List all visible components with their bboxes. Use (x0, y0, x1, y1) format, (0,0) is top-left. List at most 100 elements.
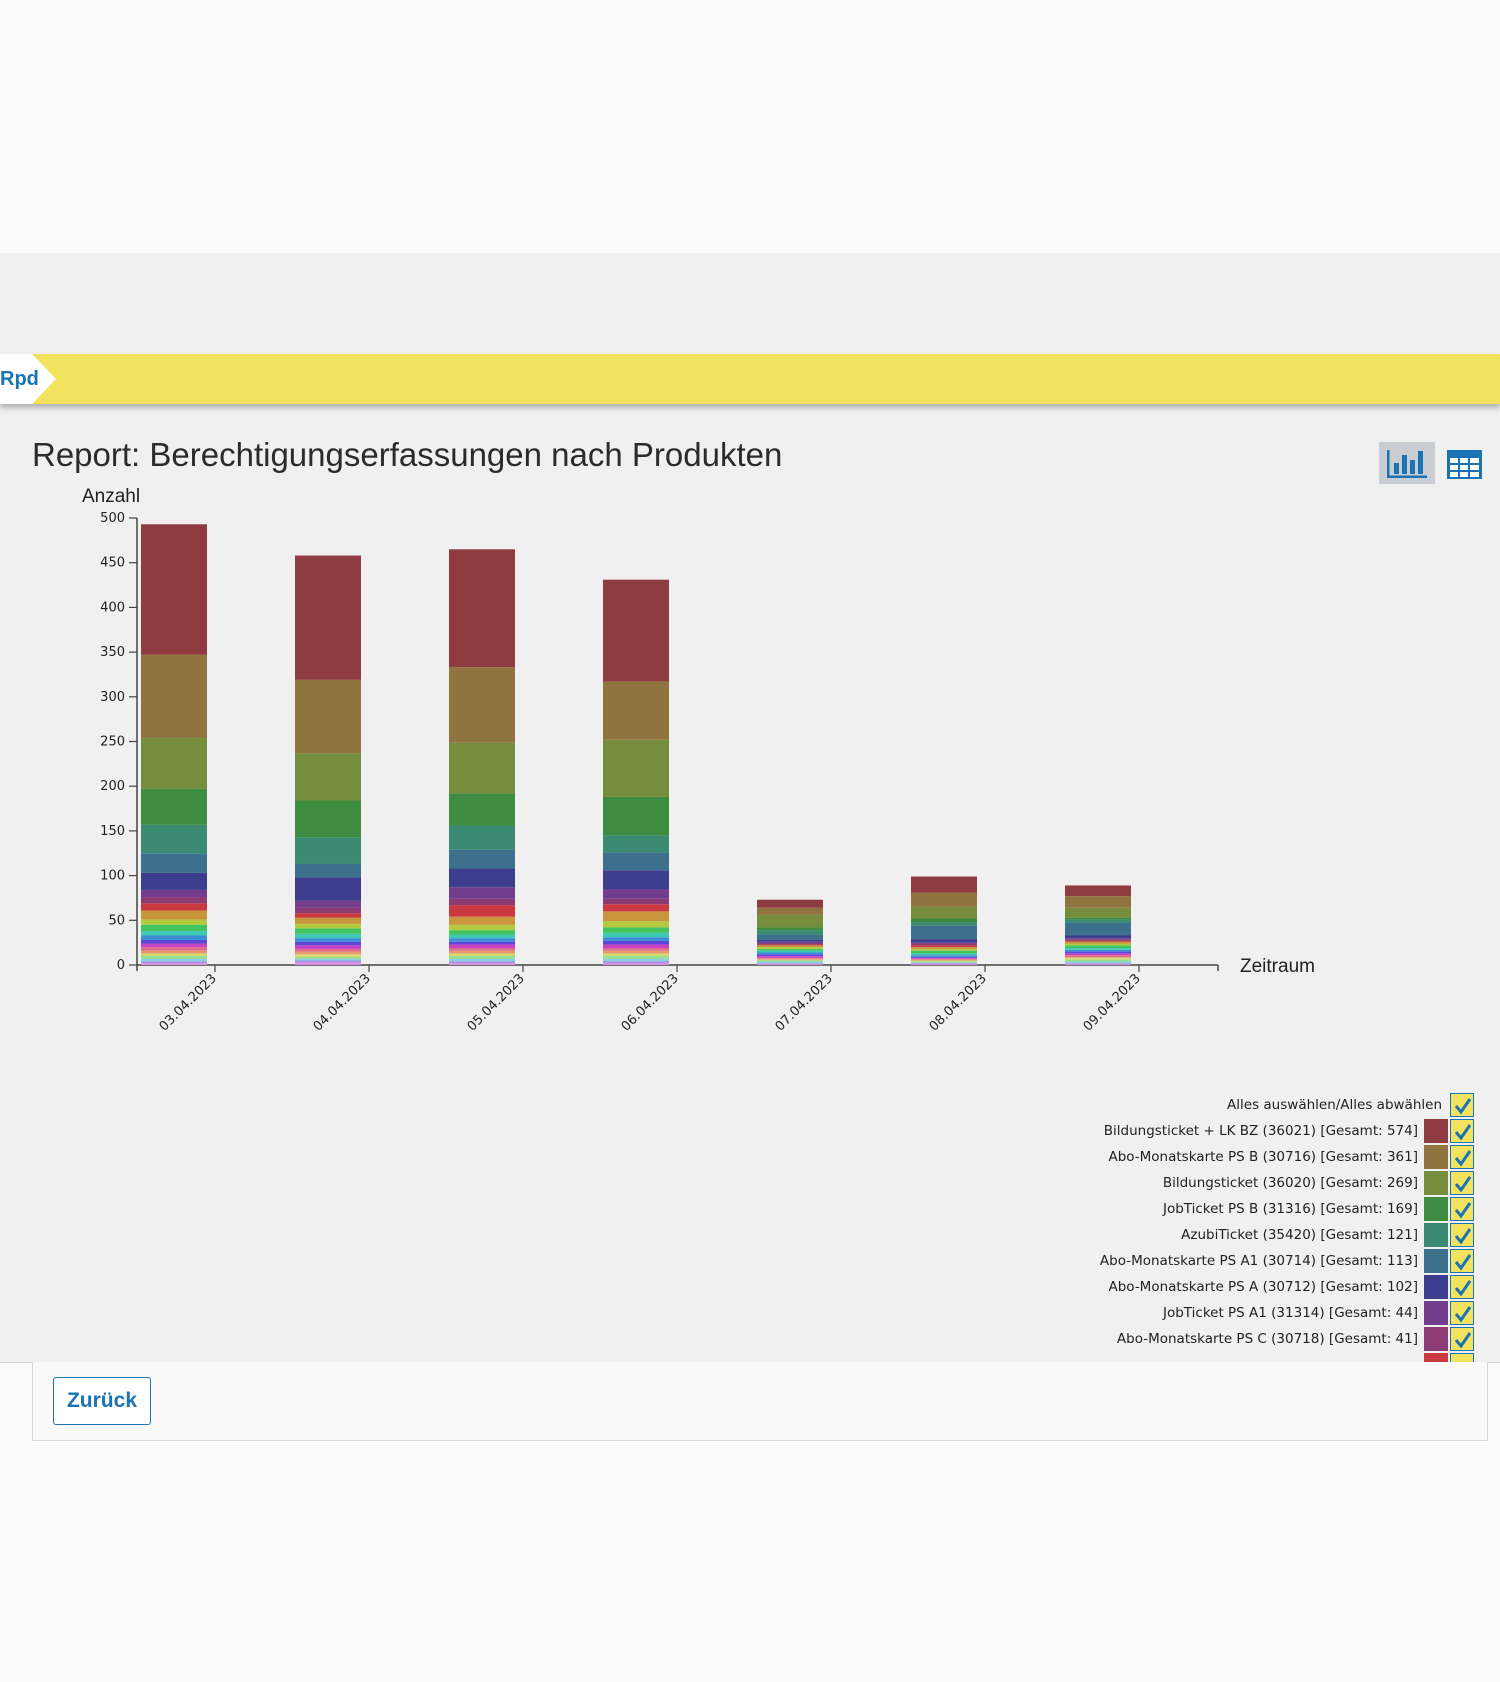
legend-item[interactable]: Abo-Monatskarte PS C (30718) [Gesamt: 41… (1117, 1327, 1474, 1351)
bar-segment (449, 941, 515, 945)
bar-segment (295, 900, 361, 908)
table-icon (1447, 450, 1482, 479)
legend-item[interactable]: Bildungsticket (36020) [Gesamt: 269] (1163, 1171, 1474, 1195)
bar-segment (295, 753, 361, 801)
bar-segment (295, 958, 361, 961)
y-tick-label: 250 (100, 735, 125, 750)
bar-segment (911, 918, 977, 923)
legend-item-checkbox[interactable] (1450, 1327, 1474, 1351)
legend-select-all[interactable]: Alles auswählen/Alles abwählen (1227, 1093, 1474, 1117)
chart-view-button[interactable] (1379, 442, 1435, 484)
bar-segment (603, 944, 669, 949)
breadcrumb-bar: Rpd (0, 354, 1500, 404)
bar-segment (1065, 935, 1131, 939)
bar-segment (141, 958, 207, 962)
report-panel (0, 253, 1500, 1363)
x-axis-label: Zeitraum (1240, 956, 1315, 977)
bar-segment (911, 892, 977, 907)
legend-item-label: JobTicket PS A1 (31314) [Gesamt: 44] (1163, 1305, 1418, 1321)
legend-item-checkbox[interactable] (1450, 1223, 1474, 1247)
x-tick-label: 05.04.2023 (465, 971, 528, 1034)
bar-segment (757, 934, 823, 940)
bar-segment (141, 903, 207, 911)
bar-segment (757, 960, 823, 962)
bar-segment (1065, 945, 1131, 949)
back-button[interactable]: Zurück (53, 1377, 151, 1425)
y-tick-label: 0 (117, 958, 125, 973)
bar-segment (295, 941, 361, 946)
bar-segment (603, 852, 669, 871)
bar-segment (911, 955, 977, 957)
y-tick-label: 450 (100, 556, 125, 571)
checkmark-icon (1454, 1202, 1472, 1219)
y-tick-label: 400 (100, 600, 125, 615)
bar-segment (911, 945, 977, 948)
bar-segment (1065, 955, 1131, 957)
bar-segment (141, 910, 207, 920)
bar-segment (911, 947, 977, 949)
legend-item-checkbox[interactable] (1450, 1145, 1474, 1169)
bar-segment (757, 943, 823, 945)
legend-item-checkbox[interactable] (1450, 1197, 1474, 1221)
bar-segment (757, 964, 823, 965)
select-all-checkbox[interactable] (1450, 1093, 1474, 1117)
bar-segment (1065, 953, 1131, 956)
table-view-button[interactable] (1440, 442, 1484, 484)
bar-segment (1065, 959, 1131, 962)
legend-item[interactable]: Abo-Monatskarte PS A (30712) [Gesamt: 10… (1109, 1275, 1474, 1299)
bar-segment (911, 956, 977, 958)
bar-segment (1065, 956, 1131, 958)
bar-segment (911, 922, 977, 926)
bar-segment (449, 963, 515, 965)
bar-segment (911, 939, 977, 943)
bar-segment (1065, 917, 1131, 920)
checkmark-icon (1454, 1124, 1472, 1141)
bar-segment (757, 930, 823, 935)
bar-segment (1065, 961, 1131, 964)
bar-segment (141, 654, 207, 738)
bar-segment (295, 938, 361, 942)
legend-swatch (1424, 1249, 1448, 1273)
legend-item-label: Abo-Monatskarte PS C (30718) [Gesamt: 41… (1116, 1331, 1418, 1347)
bar-segment (295, 555, 361, 680)
bar-segment (449, 956, 515, 959)
bar-segment (295, 679, 361, 754)
bar-segment (295, 863, 361, 878)
legend-item-checkbox[interactable] (1450, 1171, 1474, 1195)
legend-item[interactable]: JobTicket PS B (31316) [Gesamt: 169] (1163, 1197, 1474, 1221)
breadcrumb-item[interactable]: Rpd (0, 354, 56, 404)
breadcrumb-label[interactable]: Rpd (0, 368, 39, 390)
bar-segment (911, 963, 977, 965)
bar-segment (449, 930, 515, 935)
legend-item-checkbox[interactable] (1450, 1249, 1474, 1273)
x-tick-label: 06.04.2023 (619, 971, 682, 1034)
bar-segment (911, 958, 977, 960)
legend-item-checkbox[interactable] (1450, 1119, 1474, 1143)
bar-segment (141, 931, 207, 936)
legend-item[interactable]: AzubiTicket (35420) [Gesamt: 121] (1181, 1223, 1474, 1247)
checkmark-icon (1454, 1176, 1472, 1193)
stacked-bar-chart: Anzahl Zeitraum 0 50 100 150 200 250 300 350 400 45… (82, 486, 1315, 1034)
legend-item[interactable]: JobTicket PS A1 (31314) [Gesamt: 44] (1163, 1301, 1474, 1325)
y-tick-label: 50 (108, 913, 125, 928)
bar-segment (757, 899, 823, 908)
bar-segment (449, 944, 515, 949)
bar-segment (603, 870, 669, 890)
bar-segment (449, 938, 515, 942)
x-tick-label: 04.04.2023 (311, 971, 374, 1034)
bar-segment (141, 889, 207, 898)
bar-segment (295, 956, 361, 959)
legend-item[interactable]: Bildungsticket + LK BZ (36021) [Gesamt: … (1104, 1119, 1474, 1143)
legend-item-checkbox[interactable] (1450, 1275, 1474, 1299)
y-tick-label: 200 (100, 779, 125, 794)
bar-segment (911, 960, 977, 962)
bar-segment (757, 956, 823, 958)
bar-segment (449, 934, 515, 939)
legend-swatch (1424, 1145, 1448, 1169)
bar-segment (449, 868, 515, 888)
legend-item-checkbox[interactable] (1450, 1301, 1474, 1325)
legend-item-checkbox[interactable] (1450, 1353, 1474, 1363)
legend-item[interactable]: Abo-Monatskarte PS B (30716) [Gesamt: 36… (1108, 1145, 1474, 1169)
bar-segment (141, 524, 207, 655)
legend-item[interactable]: Abo-Monatskarte PS A1 (30714) [Gesamt: 1… (1100, 1249, 1474, 1273)
